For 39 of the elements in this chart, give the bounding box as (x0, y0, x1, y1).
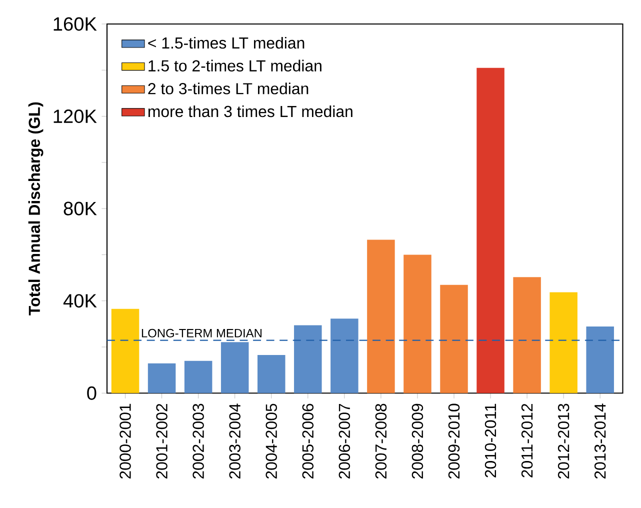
bar (440, 285, 468, 394)
bar (476, 68, 504, 394)
bar (294, 325, 322, 394)
x-tick-label: 2006-2007 (338, 404, 350, 479)
x-tick-label: 2008-2009 (412, 404, 424, 479)
y-tick-label: 0 (87, 386, 96, 400)
x-tick-label: 2010-2011 (484, 404, 496, 478)
bar (184, 360, 212, 394)
x-tick-label: 2013-2014 (594, 404, 606, 479)
legend-label: 2 to 3-times LT median (148, 82, 308, 94)
legend-label: < 1.5-times LT median (148, 37, 304, 49)
legend-label: more than 3 times LT median (148, 106, 352, 118)
bar (257, 355, 286, 394)
x-tick-label: 2009-2010 (448, 404, 460, 479)
y-tick-label: 160K (54, 17, 97, 31)
x-tick-label: 2005-2006 (302, 404, 314, 479)
x-tick-label: 2011-2012 (521, 404, 533, 478)
x-tick-label: 2001-2002 (156, 404, 168, 479)
x-tick-label: 2007-2008 (375, 404, 387, 479)
bar (550, 292, 578, 394)
x-tick-label: 2002-2003 (192, 404, 204, 479)
x-tick-label: 2012-2013 (558, 404, 570, 479)
bar (404, 254, 432, 394)
bar (513, 277, 541, 394)
y-tick-label: 40K (63, 294, 97, 308)
bar (111, 309, 140, 394)
bar (148, 363, 176, 394)
x-tick-label: 2004-2005 (266, 404, 277, 479)
y-tick-label: 120K (54, 110, 97, 124)
bar (330, 318, 358, 394)
bar (586, 326, 614, 394)
ref-line-label: LONG-TERM MEDIAN (142, 329, 262, 338)
x-tick-label: 2000-2001 (120, 404, 131, 479)
legend-label: 1.5 to 2-times LT median (148, 60, 322, 72)
bar (367, 240, 395, 394)
y-tick-label: 80K (64, 202, 97, 216)
x-tick-label: 2003-2004 (229, 404, 240, 479)
y-axis-title: Total Annual Discharge (GL) (28, 102, 44, 316)
bar (220, 342, 249, 394)
